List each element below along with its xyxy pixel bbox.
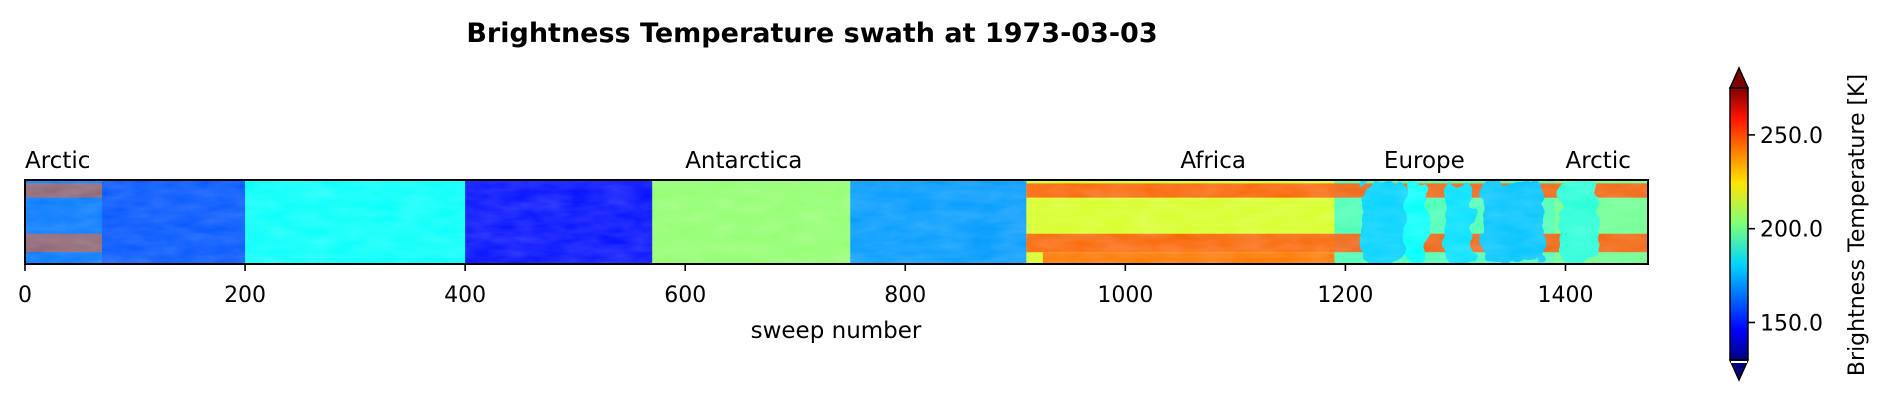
colorbar: 150.0 200.0 250.0 Brightness Temperature [… [1728, 66, 1870, 382]
annotation-europe: Europe [1384, 148, 1465, 174]
annotation-africa: Africa [1180, 148, 1246, 174]
x-tick-label: 0 [18, 283, 32, 308]
colorbar-under-extension [1728, 359, 1750, 382]
region-annotations: Arctic Antarctica Africa Europe Arctic [25, 148, 1631, 174]
x-tick-label: 400 [444, 283, 486, 308]
x-tick-label: 1000 [1097, 283, 1153, 308]
chart-title: Brightness Temperature swath at 1973-03-… [466, 18, 1157, 49]
swath-heatmap [25, 180, 1648, 264]
colorbar-gradient [1729, 87, 1749, 361]
colorbar-label: Brightness Temperature [K] [1845, 74, 1870, 376]
x-tick-label: 1200 [1317, 283, 1373, 308]
x-tick-label: 1400 [1537, 283, 1593, 308]
colorbar-tick-label: 200.0 [1760, 218, 1823, 243]
annotation-arctic: Arctic [25, 148, 90, 174]
x-axis-label: sweep number [751, 318, 922, 344]
swath-texture [25, 180, 1648, 264]
x-tick-label: 600 [664, 283, 706, 308]
colorbar-ticks: 150.0 200.0 250.0 [1748, 124, 1823, 336]
colorbar-over-extension [1728, 66, 1750, 89]
x-tick-label: 800 [884, 283, 926, 308]
x-tick-label: 200 [224, 283, 266, 308]
annotation-arctic: Arctic [1565, 148, 1630, 174]
colorbar-tick-label: 150.0 [1760, 311, 1823, 336]
plot-frame [24, 179, 1649, 265]
x-axis: 0 200 400 600 800 1000 1200 1400 [18, 264, 1593, 308]
annotation-antarctica: Antarctica [685, 148, 802, 174]
colorbar-tick-label: 250.0 [1760, 124, 1823, 149]
